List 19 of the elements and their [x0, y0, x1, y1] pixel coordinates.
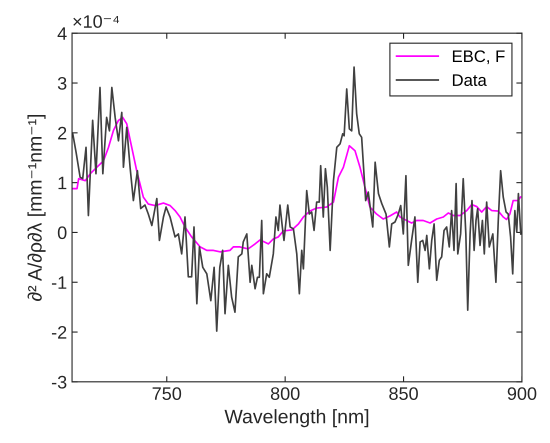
- legend-label: Data: [452, 74, 487, 86]
- y-tick-label: -1: [52, 276, 66, 289]
- line-series: [72, 66, 522, 332]
- y-tick-label: 3: [58, 76, 66, 90]
- x-tick-label: 750: [152, 387, 182, 400]
- x-axis-title: Wavelength [nm]: [224, 409, 368, 428]
- y-tick-label: 0: [58, 226, 66, 240]
- text: ×10⁻⁴: [73, 15, 120, 28]
- legend-label: EBC, F: [452, 50, 505, 64]
- x-tick-label: 900: [508, 387, 536, 400]
- y-tick-label: -2: [52, 326, 66, 339]
- y-tick-label: -3: [52, 376, 66, 389]
- y-tick-label: 2: [58, 126, 66, 140]
- y-tick-label: 1: [58, 176, 66, 190]
- line-series: [72, 116, 522, 253]
- x-tick-label: 850: [389, 387, 418, 400]
- x-tick-label: 800: [270, 387, 300, 400]
- y-axis-title: ∂² A/∂ρ∂λ [mm⁻¹nm⁻¹]: [27, 114, 46, 301]
- y-tick-label: 4: [58, 27, 67, 40]
